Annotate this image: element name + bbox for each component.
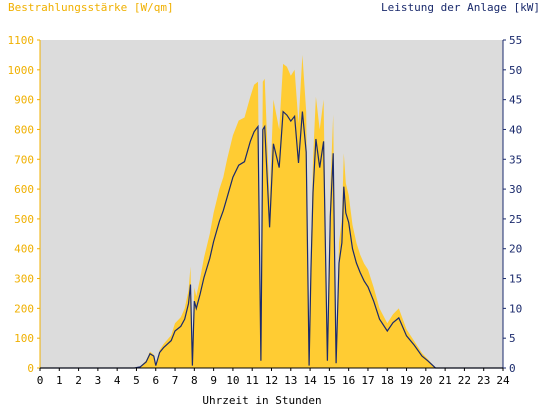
left-tick-label: 400 xyxy=(14,243,34,256)
left-tick-label: 1000 xyxy=(8,64,35,77)
x-tick-label: 6 xyxy=(152,374,159,387)
x-tick-label: 21 xyxy=(439,374,452,387)
left-tick-label: 200 xyxy=(14,302,34,315)
x-tick-label: 5 xyxy=(133,374,140,387)
x-tick-label: 17 xyxy=(361,374,374,387)
x-tick-label: 13 xyxy=(284,374,297,387)
right-tick-label: 25 xyxy=(509,213,522,226)
left-tick-label: 700 xyxy=(14,153,34,166)
x-tick-label: 16 xyxy=(342,374,355,387)
right-tick-label: 30 xyxy=(509,183,522,196)
x-tick-label: 14 xyxy=(303,374,317,387)
right-tick-label: 10 xyxy=(509,302,522,315)
right-tick-label: 15 xyxy=(509,273,522,286)
power-line xyxy=(40,110,503,369)
x-tick-label: 15 xyxy=(323,374,336,387)
left-tick-label: 1100 xyxy=(8,34,35,47)
x-tick-label: 4 xyxy=(114,374,121,387)
x-tick-label: 20 xyxy=(419,374,432,387)
right-tick-label: 0 xyxy=(509,362,516,375)
x-tick-label: 12 xyxy=(265,374,278,387)
x-tick-label: 22 xyxy=(458,374,471,387)
x-tick-label: 0 xyxy=(37,374,44,387)
x-tick-label: 11 xyxy=(246,374,259,387)
x-tick-label: 23 xyxy=(477,374,490,387)
right-tick-label: 50 xyxy=(509,64,522,77)
left-tick-label: 0 xyxy=(27,362,34,375)
x-tick-label: 10 xyxy=(226,374,239,387)
x-tick-label: 24 xyxy=(496,374,510,387)
x-tick-label: 3 xyxy=(95,374,102,387)
x-tick-label: 9 xyxy=(210,374,217,387)
irradiance-area xyxy=(40,54,503,369)
right-tick-label: 40 xyxy=(509,123,522,136)
x-tick-label: 19 xyxy=(400,374,413,387)
left-axis-title: Bestrahlungsstärke [W/qm] xyxy=(8,1,174,14)
x-tick-label: 18 xyxy=(381,374,394,387)
left-tick-label: 900 xyxy=(14,94,34,107)
x-tick-label: 2 xyxy=(75,374,82,387)
right-axis-title: Leistung der Anlage [kW] xyxy=(381,1,540,14)
right-tick-label: 20 xyxy=(509,243,522,256)
right-tick-label: 45 xyxy=(509,94,522,107)
left-tick-label: 300 xyxy=(14,273,34,286)
x-tick-label: 8 xyxy=(191,374,198,387)
left-tick-label: 100 xyxy=(14,332,34,345)
x-tick-label: 7 xyxy=(172,374,179,387)
x-axis-label: Uhrzeit in Stunden xyxy=(202,394,321,407)
left-tick-label: 600 xyxy=(14,183,34,196)
left-tick-label: 500 xyxy=(14,213,34,226)
x-tick-label: 1 xyxy=(56,374,63,387)
right-tick-label: 35 xyxy=(509,153,522,166)
right-tick-label: 55 xyxy=(509,34,522,47)
left-tick-label: 800 xyxy=(14,123,34,136)
right-tick-label: 5 xyxy=(509,332,516,345)
